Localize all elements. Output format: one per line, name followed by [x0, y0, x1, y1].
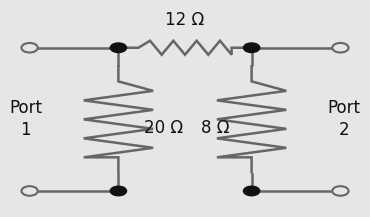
Text: Port
1: Port 1: [9, 99, 43, 140]
Circle shape: [21, 43, 38, 53]
Text: 12 Ω: 12 Ω: [165, 11, 205, 28]
Circle shape: [243, 186, 260, 196]
Circle shape: [110, 186, 127, 196]
Circle shape: [21, 186, 38, 196]
Text: Port
2: Port 2: [327, 99, 361, 140]
Circle shape: [243, 43, 260, 53]
Circle shape: [332, 186, 349, 196]
Circle shape: [332, 43, 349, 53]
Text: 20 Ω: 20 Ω: [144, 119, 184, 137]
Text: 8 Ω: 8 Ω: [201, 119, 229, 137]
Circle shape: [110, 43, 127, 53]
